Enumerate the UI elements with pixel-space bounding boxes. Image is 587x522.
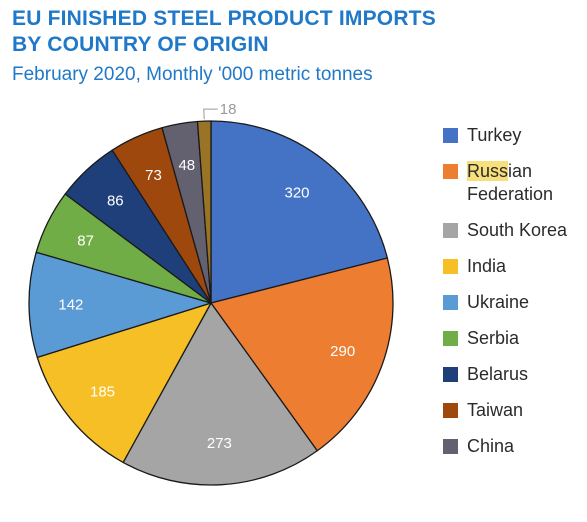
legend-label-russian-federation: Russian Federation xyxy=(467,161,553,204)
legend-item-ukraine: Ukraine xyxy=(443,291,567,314)
leader-line-other-9 xyxy=(203,108,218,120)
legend-label-south-korea: South Korea xyxy=(467,220,568,240)
legend-swatch-turkey xyxy=(443,128,458,143)
legend-label-china: China xyxy=(467,436,515,456)
data-label-china: 48 xyxy=(178,157,195,174)
chart-title-line-2: BY COUNTRY OF ORIGIN xyxy=(12,33,269,56)
data-label-turkey: 320 xyxy=(284,184,309,201)
legend-label-federation: Federation xyxy=(467,184,554,204)
legend-swatch-ukraine xyxy=(443,295,458,310)
pie-slice-south-korea xyxy=(122,302,318,486)
legend-item-belarus: Belarus xyxy=(443,363,567,386)
legend-swatch-serbia xyxy=(443,331,458,346)
legend-label-serbia: Serbia xyxy=(467,328,520,348)
pie-slice-russian-federation xyxy=(210,257,394,452)
legend-label-india: India xyxy=(467,256,507,276)
legend-item-india: India xyxy=(443,255,567,278)
legend-label-russian-rest: ian xyxy=(508,161,533,181)
chart-subtitle: February 2020, Monthly '000 metric tonne… xyxy=(12,64,373,85)
legend-label-turkey: Turkey xyxy=(467,125,522,145)
data-label-serbia: 87 xyxy=(77,233,94,250)
legend-label-belarus: Belarus xyxy=(467,364,529,384)
legend-label-ukraine: Ukraine xyxy=(467,292,530,312)
legend-item-serbia: Serbia xyxy=(443,327,567,350)
pie-slice-turkey xyxy=(210,120,388,304)
pie-slice-ukraine xyxy=(28,251,212,359)
data-label-india: 185 xyxy=(90,384,115,401)
pie-slice-india xyxy=(36,302,212,464)
legend-swatch-south-korea xyxy=(443,223,458,238)
data-label-other-9: 18 xyxy=(220,101,237,118)
legend-label-taiwan: Taiwan xyxy=(467,400,524,420)
data-label-taiwan: 73 xyxy=(145,167,162,184)
legend-swatch-india xyxy=(443,259,458,274)
data-label-ukraine: 142 xyxy=(58,296,83,313)
legend-item-turkey: Turkey xyxy=(443,124,567,147)
legend-label-russian-highlight: Russ xyxy=(467,161,509,181)
legend: Turkey Russian Federation South Korea Ind… xyxy=(443,124,567,458)
data-label-belarus: 86 xyxy=(107,193,124,210)
legend-swatch-russian-federation xyxy=(443,164,458,179)
chart-title-line-1: EU FINISHED STEEL PRODUCT IMPORTS xyxy=(12,7,436,30)
legend-item-russian-federation: Russian Federation xyxy=(443,160,567,206)
legend-item-south-korea: South Korea xyxy=(443,219,567,242)
legend-swatch-taiwan xyxy=(443,403,458,418)
chart-title: EU FINISHED STEEL PRODUCT IMPORTS BY COU… xyxy=(12,6,436,58)
legend-item-taiwan: Taiwan xyxy=(443,399,567,422)
legend-swatch-china xyxy=(443,439,458,454)
data-label-south-korea: 273 xyxy=(207,435,232,452)
pie-slice-other-9 xyxy=(196,120,212,304)
legend-item-china: China xyxy=(443,435,567,458)
data-label-russian-federation: 290 xyxy=(330,343,355,360)
legend-swatch-belarus xyxy=(443,367,458,382)
